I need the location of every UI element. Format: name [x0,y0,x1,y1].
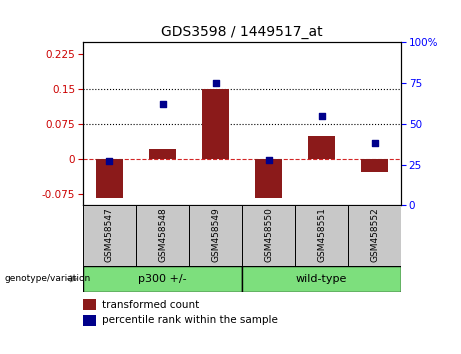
Bar [149,149,176,159]
Text: GSM458552: GSM458552 [370,207,379,262]
Bar [189,205,242,266]
Text: GSM458548: GSM458548 [158,207,167,262]
Text: wild-type: wild-type [296,274,347,284]
Bar [308,136,335,159]
Bar [242,266,401,292]
Text: genotype/variation: genotype/variation [5,274,91,283]
Text: p300 +/-: p300 +/- [138,274,187,284]
Bar [83,205,136,266]
Point [265,157,272,162]
Bar [348,205,401,266]
Bar [96,159,123,198]
Text: transformed count: transformed count [102,299,199,309]
Point [212,80,219,86]
Point [159,102,166,107]
Title: GDS3598 / 1449517_at: GDS3598 / 1449517_at [161,25,323,39]
Bar [361,159,388,172]
Bar [242,205,295,266]
Text: percentile rank within the sample: percentile rank within the sample [102,315,278,325]
Bar [255,159,282,198]
Bar [295,205,348,266]
Bar [83,299,96,310]
Text: GSM458550: GSM458550 [264,207,273,262]
Point [106,159,113,164]
Bar [202,89,229,159]
Text: GSM458547: GSM458547 [105,207,114,262]
Text: GSM458551: GSM458551 [317,207,326,262]
Bar [83,266,242,292]
Bar [83,315,96,326]
Bar [136,205,189,266]
Point [318,113,325,119]
Point [371,141,378,146]
Text: GSM458549: GSM458549 [211,207,220,262]
